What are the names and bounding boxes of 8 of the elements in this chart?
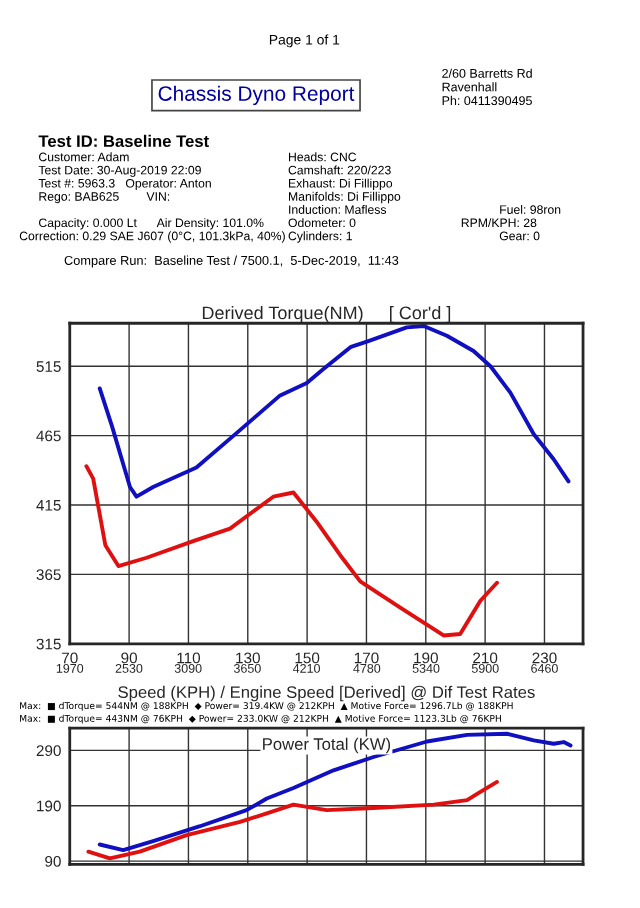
x-axis-title: Speed (KPH) / Engine Speed [Derived] @ Dif Test Rates (118, 685, 535, 702)
text: Power Total (KW) (263, 737, 391, 754)
line-series (97, 324, 571, 499)
text: Chassis Dyno Report (158, 85, 355, 106)
line-series (97, 731, 573, 852)
text: Test ID: Baseline Test (38, 134, 209, 148)
line-series (84, 464, 499, 638)
line-series (86, 779, 499, 861)
